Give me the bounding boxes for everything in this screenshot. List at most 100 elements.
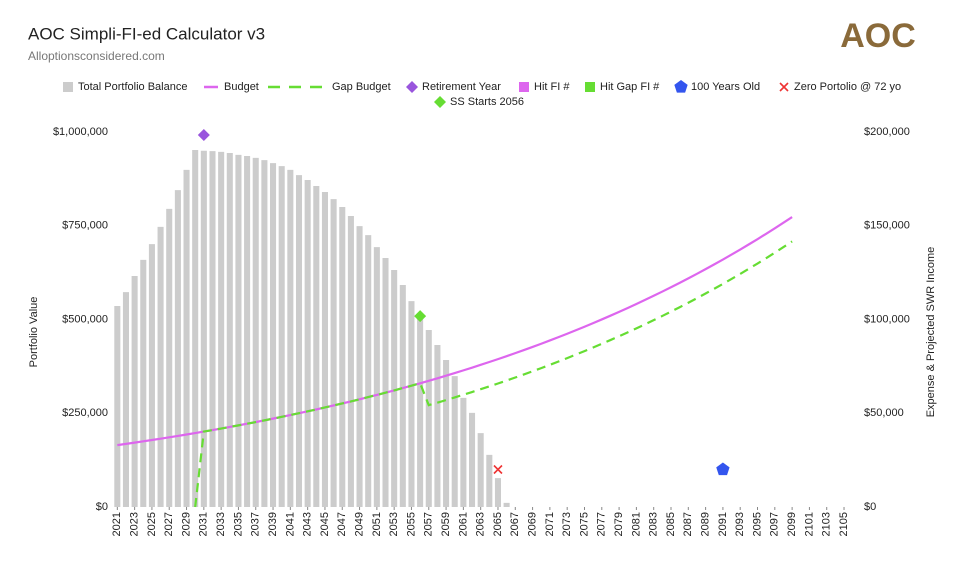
bar: [218, 151, 225, 507]
bar: [313, 186, 320, 507]
legend-swatch: [585, 82, 595, 92]
y-tick-label: $1,000,000: [53, 126, 108, 138]
x-tick-label: 2053: [388, 512, 400, 536]
x-tick-label: 2059: [440, 512, 452, 536]
bar: [270, 163, 277, 507]
y-axis-label: Portfolio Value: [28, 297, 40, 368]
bar: [391, 270, 398, 507]
bar: [235, 154, 242, 507]
legend-swatch: [674, 80, 688, 93]
legend-swatch: [779, 82, 789, 92]
bar: [252, 157, 259, 507]
bar: [166, 208, 173, 507]
x-tick-label: 2031: [198, 512, 210, 536]
x-tick-label: 2065: [492, 512, 504, 536]
x-tick-label: 2025: [146, 512, 158, 536]
x-tick-label: 2083: [648, 512, 660, 536]
y2-tick-label: $200,000: [864, 126, 910, 138]
y-tick-label: $750,000: [62, 220, 108, 232]
bar: [131, 276, 138, 507]
legend-label: Hit Gap FI #: [600, 81, 660, 93]
bar: [174, 190, 181, 507]
x-tick-label: 2099: [786, 512, 798, 536]
bar: [373, 247, 380, 507]
legend-label: Hit FI #: [534, 81, 570, 93]
marker: [414, 310, 427, 323]
bar: [347, 216, 354, 507]
bar: [365, 235, 372, 507]
bar: [451, 376, 458, 507]
bar: [382, 258, 389, 507]
x-tick-label: 2073: [561, 512, 573, 536]
bar: [278, 166, 285, 507]
x-tick-label: 2051: [371, 512, 383, 536]
bar: [122, 292, 130, 507]
x-tick-label: 2029: [180, 512, 192, 536]
y2-tick-label: $100,000: [864, 313, 910, 325]
bar: [494, 478, 502, 507]
x-tick-label: 2055: [405, 512, 417, 536]
marker: [197, 129, 210, 141]
y-tick-label: $250,000: [62, 407, 108, 419]
bar: [140, 259, 147, 507]
legend-label: 100 Years Old: [691, 81, 760, 93]
x-tick-label: 2057: [423, 512, 435, 536]
bar: [399, 285, 406, 507]
bar: [434, 345, 441, 507]
bar: [287, 169, 294, 507]
y2-tick-label: $150,000: [864, 220, 910, 232]
x-tick-label: 2085: [665, 512, 677, 536]
bar: [148, 244, 155, 507]
y2-tick-label: $50,000: [864, 407, 904, 419]
bar: [503, 502, 510, 507]
bar: [443, 360, 450, 507]
bar: [295, 175, 303, 507]
y2-tick-label: $0: [864, 501, 876, 513]
y-tick-label: $500,000: [62, 313, 108, 325]
x-tick-label: 2095: [751, 512, 763, 536]
legend-label: Budget: [224, 81, 259, 93]
x-tick-label: 2033: [215, 512, 227, 536]
bar: [157, 226, 164, 507]
y2-axis-label: Expense & Projected SWR Income: [925, 247, 937, 418]
x-tick-label: 2035: [232, 512, 244, 536]
x-tick-label: 2063: [475, 512, 487, 536]
bar: [114, 306, 121, 507]
bar: [477, 433, 484, 507]
x-tick-label: 2061: [457, 512, 469, 536]
x-tick-label: 2089: [700, 512, 712, 536]
legend-label: Gap Budget: [332, 81, 391, 93]
bar: [183, 169, 190, 507]
legend-swatch: [406, 81, 418, 93]
x-tick-label: 2021: [111, 512, 123, 536]
x-tick-label: 2067: [509, 512, 521, 536]
legend-swatch: [434, 96, 446, 108]
legend-label: SS Starts 2056: [450, 96, 524, 108]
x-tick-label: 2039: [267, 512, 279, 536]
x-tick-label: 2043: [302, 512, 314, 536]
x-tick-label: 2049: [353, 512, 365, 536]
bar: [261, 160, 268, 507]
legend-label: Retirement Year: [422, 81, 501, 93]
bar: [460, 397, 467, 507]
x-tick-label: 2069: [526, 512, 538, 536]
bar: [417, 318, 424, 507]
bar: [226, 153, 233, 507]
bar: [486, 454, 493, 507]
x-tick-label: 2037: [250, 512, 262, 536]
bar: [321, 192, 328, 507]
x-tick-label: 2091: [717, 512, 729, 536]
chart-title: AOC Simpli-FI-ed Calculator v3: [28, 24, 265, 43]
bar: [330, 199, 337, 507]
logo: AOC: [840, 17, 916, 55]
x-tick-label: 2103: [821, 512, 833, 536]
bar: [192, 150, 199, 507]
x-tick-label: 2027: [163, 512, 175, 536]
line: [117, 216, 793, 447]
x-tick-label: 2077: [596, 512, 608, 536]
x-tick-label: 2045: [319, 512, 331, 536]
x-tick-label: 2105: [838, 512, 850, 536]
bar: [339, 207, 346, 507]
x-tick-label: 2071: [544, 512, 556, 536]
marker: [493, 464, 503, 475]
